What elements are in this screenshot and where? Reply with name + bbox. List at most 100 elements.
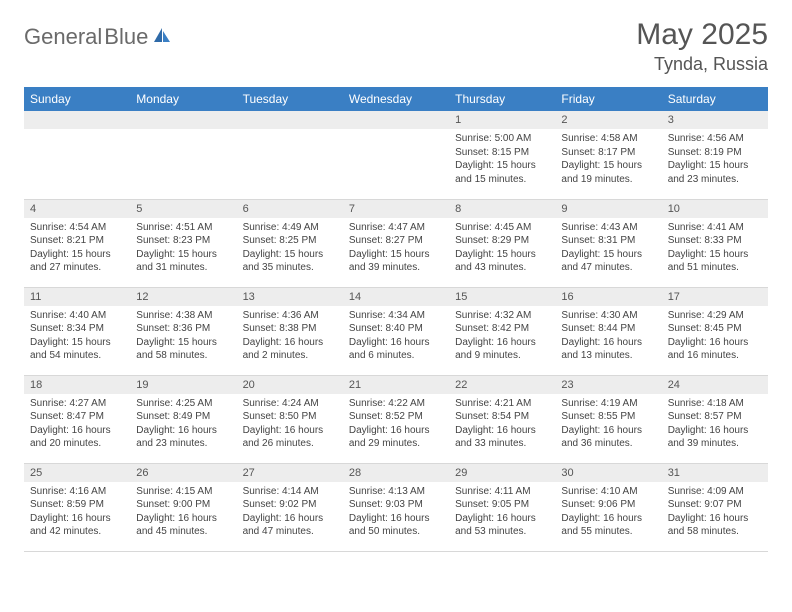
day-number: 1 (449, 111, 555, 129)
sunset-text: Sunset: 8:55 PM (561, 410, 655, 424)
day-cell: 30Sunrise: 4:10 AMSunset: 9:06 PMDayligh… (555, 463, 661, 551)
sunset-text: Sunset: 8:29 PM (455, 234, 549, 248)
sunrise-text: Sunrise: 4:34 AM (349, 309, 443, 323)
daylight-text-2: and 6 minutes. (349, 349, 443, 363)
day-body: Sunrise: 4:34 AMSunset: 8:40 PMDaylight:… (343, 306, 449, 367)
daylight-text-2: and 39 minutes. (668, 437, 762, 451)
day-body (237, 129, 343, 136)
day-header: Tuesday (237, 87, 343, 111)
day-cell: 18Sunrise: 4:27 AMSunset: 8:47 PMDayligh… (24, 375, 130, 463)
day-cell: 24Sunrise: 4:18 AMSunset: 8:57 PMDayligh… (662, 375, 768, 463)
daylight-text-1: Daylight: 16 hours (561, 336, 655, 350)
day-number: 28 (343, 464, 449, 482)
brand-logo: GeneralBlue (24, 18, 172, 50)
daylight-text-2: and 51 minutes. (668, 261, 762, 275)
day-body: Sunrise: 4:30 AMSunset: 8:44 PMDaylight:… (555, 306, 661, 367)
day-body: Sunrise: 4:43 AMSunset: 8:31 PMDaylight:… (555, 218, 661, 279)
day-body: Sunrise: 4:09 AMSunset: 9:07 PMDaylight:… (662, 482, 768, 543)
sunset-text: Sunset: 8:33 PM (668, 234, 762, 248)
day-body: Sunrise: 4:15 AMSunset: 9:00 PMDaylight:… (130, 482, 236, 543)
daylight-text-2: and 27 minutes. (30, 261, 124, 275)
sunrise-text: Sunrise: 4:41 AM (668, 221, 762, 235)
sunrise-text: Sunrise: 4:54 AM (30, 221, 124, 235)
day-cell: 4Sunrise: 4:54 AMSunset: 8:21 PMDaylight… (24, 199, 130, 287)
day-number: 4 (24, 200, 130, 218)
sunset-text: Sunset: 8:15 PM (455, 146, 549, 160)
daylight-text-1: Daylight: 15 hours (455, 159, 549, 173)
daylight-text-2: and 43 minutes. (455, 261, 549, 275)
sunrise-text: Sunrise: 4:36 AM (243, 309, 337, 323)
sunrise-text: Sunrise: 4:15 AM (136, 485, 230, 499)
sunset-text: Sunset: 9:05 PM (455, 498, 549, 512)
daylight-text-1: Daylight: 16 hours (349, 512, 443, 526)
day-body: Sunrise: 4:21 AMSunset: 8:54 PMDaylight:… (449, 394, 555, 455)
day-number: 26 (130, 464, 236, 482)
day-cell: 20Sunrise: 4:24 AMSunset: 8:50 PMDayligh… (237, 375, 343, 463)
day-body: Sunrise: 4:32 AMSunset: 8:42 PMDaylight:… (449, 306, 555, 367)
day-body: Sunrise: 4:22 AMSunset: 8:52 PMDaylight:… (343, 394, 449, 455)
sunset-text: Sunset: 9:06 PM (561, 498, 655, 512)
sunset-text: Sunset: 8:45 PM (668, 322, 762, 336)
day-cell: 11Sunrise: 4:40 AMSunset: 8:34 PMDayligh… (24, 287, 130, 375)
daylight-text-1: Daylight: 15 hours (349, 248, 443, 262)
day-number (130, 111, 236, 129)
day-body: Sunrise: 4:24 AMSunset: 8:50 PMDaylight:… (237, 394, 343, 455)
sunset-text: Sunset: 8:34 PM (30, 322, 124, 336)
day-number: 6 (237, 200, 343, 218)
day-number: 7 (343, 200, 449, 218)
daylight-text-2: and 54 minutes. (30, 349, 124, 363)
day-number: 18 (24, 376, 130, 394)
day-body: Sunrise: 4:27 AMSunset: 8:47 PMDaylight:… (24, 394, 130, 455)
daylight-text-1: Daylight: 15 hours (30, 248, 124, 262)
day-cell (130, 111, 236, 199)
day-cell: 15Sunrise: 4:32 AMSunset: 8:42 PMDayligh… (449, 287, 555, 375)
daylight-text-1: Daylight: 16 hours (455, 336, 549, 350)
day-cell (24, 111, 130, 199)
daylight-text-1: Daylight: 16 hours (455, 424, 549, 438)
daylight-text-2: and 23 minutes. (668, 173, 762, 187)
sunrise-text: Sunrise: 4:38 AM (136, 309, 230, 323)
day-number: 10 (662, 200, 768, 218)
daylight-text-2: and 45 minutes. (136, 525, 230, 539)
sunrise-text: Sunrise: 4:45 AM (455, 221, 549, 235)
daylight-text-1: Daylight: 15 hours (30, 336, 124, 350)
day-body: Sunrise: 4:19 AMSunset: 8:55 PMDaylight:… (555, 394, 661, 455)
day-body: Sunrise: 4:10 AMSunset: 9:06 PMDaylight:… (555, 482, 661, 543)
sunset-text: Sunset: 8:57 PM (668, 410, 762, 424)
day-number: 11 (24, 288, 130, 306)
daylight-text-1: Daylight: 16 hours (668, 512, 762, 526)
sunset-text: Sunset: 8:36 PM (136, 322, 230, 336)
week-row: 4Sunrise: 4:54 AMSunset: 8:21 PMDaylight… (24, 199, 768, 287)
daylight-text-2: and 29 minutes. (349, 437, 443, 451)
day-cell: 8Sunrise: 4:45 AMSunset: 8:29 PMDaylight… (449, 199, 555, 287)
day-body: Sunrise: 5:00 AMSunset: 8:15 PMDaylight:… (449, 129, 555, 190)
day-body: Sunrise: 4:54 AMSunset: 8:21 PMDaylight:… (24, 218, 130, 279)
sunset-text: Sunset: 8:31 PM (561, 234, 655, 248)
day-cell: 16Sunrise: 4:30 AMSunset: 8:44 PMDayligh… (555, 287, 661, 375)
sunset-text: Sunset: 8:21 PM (30, 234, 124, 248)
day-number: 24 (662, 376, 768, 394)
day-cell: 9Sunrise: 4:43 AMSunset: 8:31 PMDaylight… (555, 199, 661, 287)
daylight-text-1: Daylight: 16 hours (349, 424, 443, 438)
day-cell: 28Sunrise: 4:13 AMSunset: 9:03 PMDayligh… (343, 463, 449, 551)
day-cell: 25Sunrise: 4:16 AMSunset: 8:59 PMDayligh… (24, 463, 130, 551)
day-cell: 5Sunrise: 4:51 AMSunset: 8:23 PMDaylight… (130, 199, 236, 287)
day-header: Thursday (449, 87, 555, 111)
sunset-text: Sunset: 8:54 PM (455, 410, 549, 424)
day-body: Sunrise: 4:11 AMSunset: 9:05 PMDaylight:… (449, 482, 555, 543)
daylight-text-2: and 55 minutes. (561, 525, 655, 539)
daylight-text-2: and 35 minutes. (243, 261, 337, 275)
daylight-text-1: Daylight: 16 hours (30, 512, 124, 526)
sunrise-text: Sunrise: 4:43 AM (561, 221, 655, 235)
calendar-table: Sunday Monday Tuesday Wednesday Thursday… (24, 87, 768, 552)
daylight-text-1: Daylight: 15 hours (243, 248, 337, 262)
day-body: Sunrise: 4:29 AMSunset: 8:45 PMDaylight:… (662, 306, 768, 367)
day-number: 3 (662, 111, 768, 129)
sunset-text: Sunset: 8:27 PM (349, 234, 443, 248)
sunset-text: Sunset: 9:00 PM (136, 498, 230, 512)
sunset-text: Sunset: 8:59 PM (30, 498, 124, 512)
day-cell: 19Sunrise: 4:25 AMSunset: 8:49 PMDayligh… (130, 375, 236, 463)
sunrise-text: Sunrise: 4:11 AM (455, 485, 549, 499)
day-number: 14 (343, 288, 449, 306)
daylight-text-1: Daylight: 16 hours (243, 336, 337, 350)
